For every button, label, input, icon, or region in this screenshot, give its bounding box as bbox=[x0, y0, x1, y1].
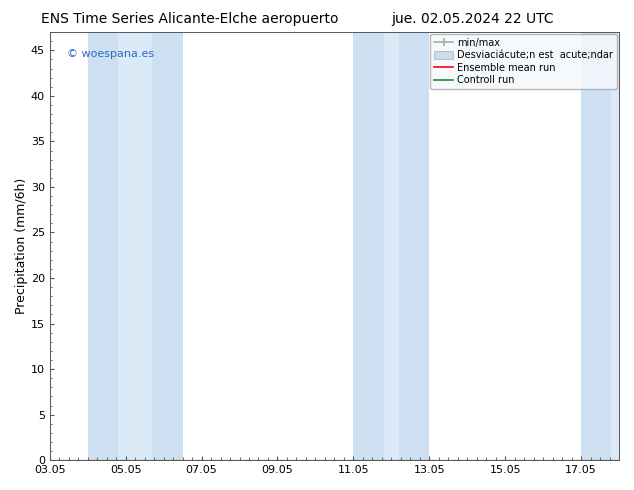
Bar bbox=[399, 32, 429, 460]
Bar bbox=[152, 32, 183, 460]
Bar bbox=[353, 32, 429, 460]
Bar bbox=[87, 32, 118, 460]
Text: jue. 02.05.2024 22 UTC: jue. 02.05.2024 22 UTC bbox=[391, 12, 553, 26]
Text: ENS Time Series Alicante-Elche aeropuerto: ENS Time Series Alicante-Elche aeropuert… bbox=[41, 12, 339, 26]
Bar bbox=[581, 32, 626, 460]
Legend: min/max, Desviaciácute;n est  acute;ndar, Ensemble mean run, Controll run: min/max, Desviaciácute;n est acute;ndar,… bbox=[430, 34, 617, 89]
Y-axis label: Precipitation (mm/6h): Precipitation (mm/6h) bbox=[15, 178, 28, 314]
Bar bbox=[353, 32, 384, 460]
Bar bbox=[87, 32, 183, 460]
Bar bbox=[581, 32, 611, 460]
Text: © woespana.es: © woespana.es bbox=[67, 49, 154, 59]
